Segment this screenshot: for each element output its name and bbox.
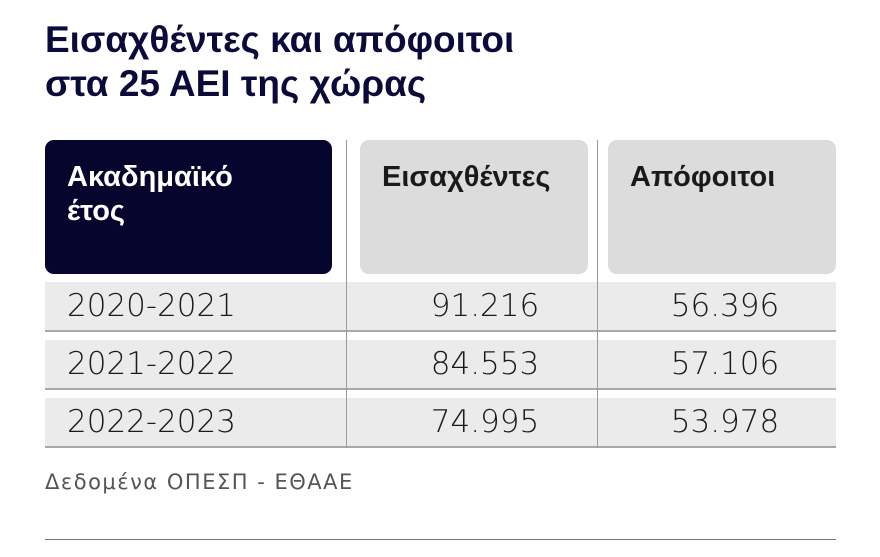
table-cell: 84.553 (430, 346, 540, 382)
column-divider (346, 140, 347, 448)
table-cell: 74.995 (430, 404, 540, 440)
table-cell: 2021-2022 (67, 346, 236, 382)
table-cell: 57.106 (670, 346, 780, 382)
table-row: 2020-2021 91.216 56.396 (45, 282, 836, 332)
title-line: Εισαχθέντες και απόφοιτοι (45, 19, 515, 60)
table-row: 2021-2022 84.553 57.106 (45, 340, 836, 390)
table-cell: 56.396 (670, 288, 780, 324)
column-divider (597, 140, 598, 448)
bottom-rule (45, 539, 836, 540)
source-note: Δεδομένα ΟΠΕΣΠ - ΕΘΑΑΕ (45, 470, 354, 494)
header-cell: Απόφοιτοι (608, 140, 836, 274)
table-cell: 2022-2023 (67, 404, 236, 440)
table-cell: 91.216 (430, 288, 540, 324)
header-cell: Εισαχθέντες (360, 140, 588, 274)
header-cell: Ακαδημαϊκό έτος (45, 140, 332, 274)
table-cell: 2020-2021 (67, 288, 236, 324)
title-line: στα 25 ΑΕΙ της χώρας (45, 63, 427, 104)
table-cell: 53.978 (670, 404, 780, 440)
table-row: 2022-2023 74.995 53.978 (45, 398, 836, 448)
